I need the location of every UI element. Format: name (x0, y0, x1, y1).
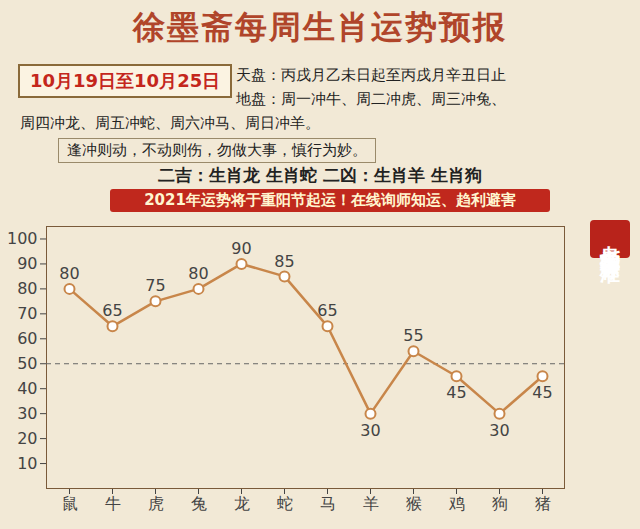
svg-text:90: 90 (231, 239, 251, 258)
svg-text:蛇: 蛇 (277, 494, 293, 513)
svg-text:马: 马 (320, 494, 336, 513)
html-text:10月19日至10月25日: 10月19日至10月25日 (30, 70, 221, 91)
svg-text:鸡: 鸡 (448, 494, 465, 513)
html-text:徐墨斋每周生肖运势预报: 徐墨斋每周生肖运势预报 (133, 8, 507, 46)
svg-text:40: 40 (17, 379, 37, 398)
html-text:地盘：周一冲牛、周二冲虎、周三冲兔、: 地盘：周一冲牛、周二冲虎、周三冲兔、 (236, 90, 506, 108)
svg-text:80: 80 (17, 279, 37, 298)
html-text:二吉：生肖龙 生肖蛇 二凶：生肖羊 生肖狗: 二吉：生肖龙 生肖蛇 二凶：生肖羊 生肖狗 (158, 165, 482, 185)
svg-text:60: 60 (17, 329, 37, 348)
svg-text:猴: 猴 (406, 494, 422, 513)
svg-text:30: 30 (489, 421, 509, 440)
svg-text:30: 30 (360, 421, 380, 440)
svg-text:10: 10 (17, 454, 37, 473)
html-text:2021年运势将于重阳节起运！在线询师知运、趋利避害: 2021年运势将于重阳节起运！在线询师知运、趋利避害 (144, 191, 516, 209)
svg-text:20: 20 (17, 429, 37, 448)
svg-text:70: 70 (17, 304, 37, 323)
html-text:周四冲龙、周五冲蛇、周六冲马、周日冲羊。: 周四冲龙、周五冲蛇、周六冲马、周日冲羊。 (20, 114, 320, 132)
svg-text:兔: 兔 (191, 494, 207, 513)
svg-text:鼠: 鼠 (62, 494, 78, 513)
html-text:七星堂吉凶评分标准: 七星堂吉凶评分标准 (598, 230, 622, 248)
svg-text:75: 75 (145, 276, 165, 295)
svg-text:45: 45 (532, 383, 552, 402)
svg-text:狗: 狗 (492, 494, 508, 513)
html-text:天盘：丙戌月乙未日起至丙戌月辛丑日止: 天盘：丙戌月乙未日起至丙戌月辛丑日止 (236, 66, 506, 84)
svg-text:65: 65 (317, 301, 337, 320)
html-text:逢冲则动，不动则伤，勿做大事，慎行为妙。: 逢冲则动，不动则伤，勿做大事，慎行为妙。 (67, 141, 367, 159)
svg-text:80: 80 (188, 264, 208, 283)
svg-text:55: 55 (403, 326, 423, 345)
svg-text:80: 80 (59, 264, 79, 283)
svg-text:45: 45 (446, 383, 466, 402)
svg-text:猪: 猪 (535, 494, 551, 513)
svg-text:虎: 虎 (148, 494, 164, 513)
svg-text:50: 50 (17, 354, 37, 373)
svg-text:30: 30 (17, 404, 37, 423)
svg-text:90: 90 (17, 254, 37, 273)
svg-text:龙: 龙 (234, 494, 250, 513)
svg-text:85: 85 (274, 252, 294, 271)
svg-text:牛: 牛 (105, 494, 121, 513)
svg-text:100: 100 (7, 229, 38, 248)
svg-text:羊: 羊 (363, 494, 379, 513)
svg-text:65: 65 (102, 301, 122, 320)
